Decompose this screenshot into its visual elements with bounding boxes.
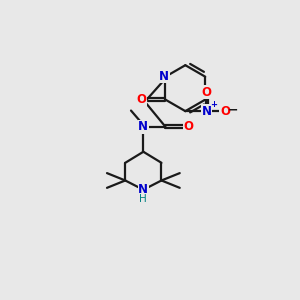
Text: O: O (202, 86, 212, 99)
Text: −: − (228, 103, 238, 116)
Text: H: H (140, 194, 147, 204)
Text: O: O (136, 93, 146, 106)
Text: N: N (138, 120, 148, 133)
Text: N: N (138, 183, 148, 196)
Text: N: N (202, 105, 212, 118)
Text: O: O (183, 120, 193, 133)
Text: N: N (159, 70, 169, 83)
Text: +: + (210, 100, 217, 109)
Text: O: O (220, 105, 230, 118)
